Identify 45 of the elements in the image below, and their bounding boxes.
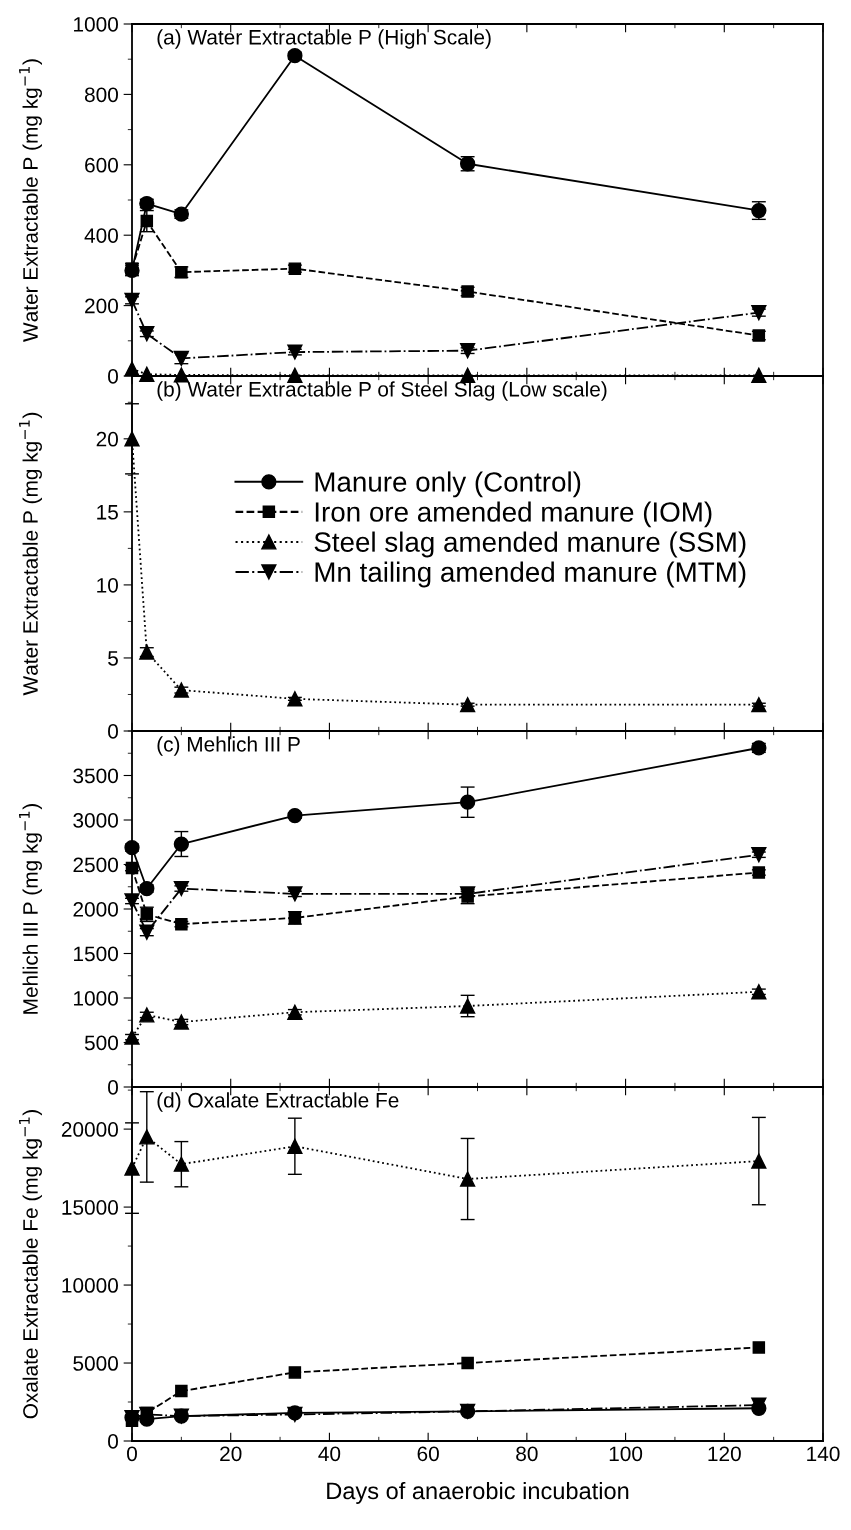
y-tick-label: 10 — [97, 577, 118, 593]
x-tick-label: 0 — [127, 1446, 137, 1462]
y-axis-title: Mehlich III P (mg kg$^{−1}$) — [19, 804, 42, 1014]
x-tick-label: 100 — [609, 1446, 643, 1462]
y-tick-label: 3000 — [73, 813, 118, 828]
y-tick-label: 600 — [85, 157, 118, 173]
y-tick-label: 20000 — [61, 1122, 118, 1137]
legend-label: Mn tailing amended manure (MTM) — [315, 561, 746, 588]
x-tick-label: 20 — [220, 1446, 242, 1462]
y-tick-label: 1000 — [74, 991, 118, 1006]
x-tick-label: 40 — [318, 1446, 341, 1462]
y-tick-label: 1500 — [74, 946, 118, 962]
y-tick-label: 400 — [84, 228, 118, 243]
annotation: (b) Water Extractable P of Steel Slag (Low scale) — [157, 381, 607, 401]
annotation: (a) Water Extractable P (High Scale) — [157, 29, 491, 49]
x-tick-label: 140 — [807, 1446, 840, 1462]
y-tick-label: 10000 — [62, 1278, 118, 1293]
x-tick-label: 120 — [708, 1446, 741, 1462]
y-tick-label: 800 — [84, 87, 118, 103]
annotation: (c) Mehlich III P — [157, 736, 300, 756]
y-tick-label: 1000 — [74, 17, 118, 32]
x-tick-label: 80 — [516, 1446, 538, 1462]
y-tick-label: 0 — [108, 724, 118, 739]
y-tick-label: 5 — [108, 651, 118, 666]
y-axis-title: Water Extractable P (mg kg$^{−1}$) — [19, 59, 42, 342]
y-axis-title: Oxalate Extractable Fe (mg kg$^{−1}$) — [19, 1110, 42, 1419]
y-tick-label: 0 — [108, 1434, 118, 1449]
x-tick-label: 60 — [417, 1446, 439, 1462]
legend-label: Steel slag amended manure (SSM) — [314, 531, 746, 558]
y-tick-label: 3500 — [73, 768, 118, 784]
y-tick-label: 500 — [84, 1035, 118, 1051]
y-tick-label: 15000 — [62, 1200, 118, 1215]
x-axis-title: Days of anaerobic incubation — [327, 1481, 629, 1504]
y-tick-label: 2500 — [73, 857, 118, 873]
y-tick-label: 20 — [96, 431, 118, 447]
y-tick-label: 5000 — [73, 1356, 118, 1371]
y-tick-label: 0 — [108, 1080, 118, 1095]
legend-label: Manure only (Control) — [315, 471, 581, 498]
y-axis-title: Water Extractable P (mg kg$^{−1}$) — [19, 412, 42, 696]
y-tick-label: 200 — [85, 298, 118, 314]
legend-label: Iron ore amended manure (IOM) — [315, 501, 712, 528]
annotation: (d) Oxalate Extractable Fe — [157, 1092, 399, 1112]
y-tick-label: 2000 — [73, 902, 118, 917]
y-tick-label: 0 — [108, 369, 118, 384]
y-tick-label: 15 — [97, 505, 118, 520]
